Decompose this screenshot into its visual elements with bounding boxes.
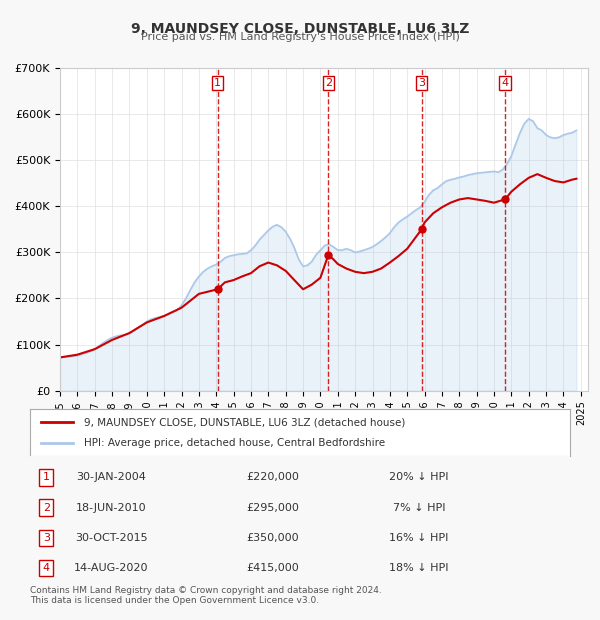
Text: 14-AUG-2020: 14-AUG-2020 — [74, 563, 148, 573]
Text: Price paid vs. HM Land Registry's House Price Index (HPI): Price paid vs. HM Land Registry's House … — [140, 32, 460, 42]
Text: £295,000: £295,000 — [247, 503, 299, 513]
Text: 2: 2 — [43, 503, 50, 513]
Text: £350,000: £350,000 — [247, 533, 299, 543]
Text: 9, MAUNDSEY CLOSE, DUNSTABLE, LU6 3LZ (detached house): 9, MAUNDSEY CLOSE, DUNSTABLE, LU6 3LZ (d… — [84, 417, 406, 427]
Text: 7% ↓ HPI: 7% ↓ HPI — [392, 503, 445, 513]
Text: 4: 4 — [43, 563, 50, 573]
Text: 2: 2 — [325, 78, 332, 88]
Text: Contains HM Land Registry data © Crown copyright and database right 2024.
This d: Contains HM Land Registry data © Crown c… — [30, 586, 382, 605]
Text: 1: 1 — [214, 78, 221, 88]
Text: £220,000: £220,000 — [247, 472, 299, 482]
Text: 16% ↓ HPI: 16% ↓ HPI — [389, 533, 448, 543]
Text: 3: 3 — [43, 533, 50, 543]
Text: 4: 4 — [501, 78, 508, 88]
Text: 18-JUN-2010: 18-JUN-2010 — [76, 503, 146, 513]
Text: 20% ↓ HPI: 20% ↓ HPI — [389, 472, 449, 482]
Text: HPI: Average price, detached house, Central Bedfordshire: HPI: Average price, detached house, Cent… — [84, 438, 385, 448]
Text: 30-JAN-2004: 30-JAN-2004 — [76, 472, 146, 482]
Text: 1: 1 — [43, 472, 50, 482]
Text: 30-OCT-2015: 30-OCT-2015 — [74, 533, 148, 543]
Text: £415,000: £415,000 — [247, 563, 299, 573]
Text: 18% ↓ HPI: 18% ↓ HPI — [389, 563, 449, 573]
Text: 9, MAUNDSEY CLOSE, DUNSTABLE, LU6 3LZ: 9, MAUNDSEY CLOSE, DUNSTABLE, LU6 3LZ — [131, 22, 469, 36]
Text: 3: 3 — [418, 78, 425, 88]
